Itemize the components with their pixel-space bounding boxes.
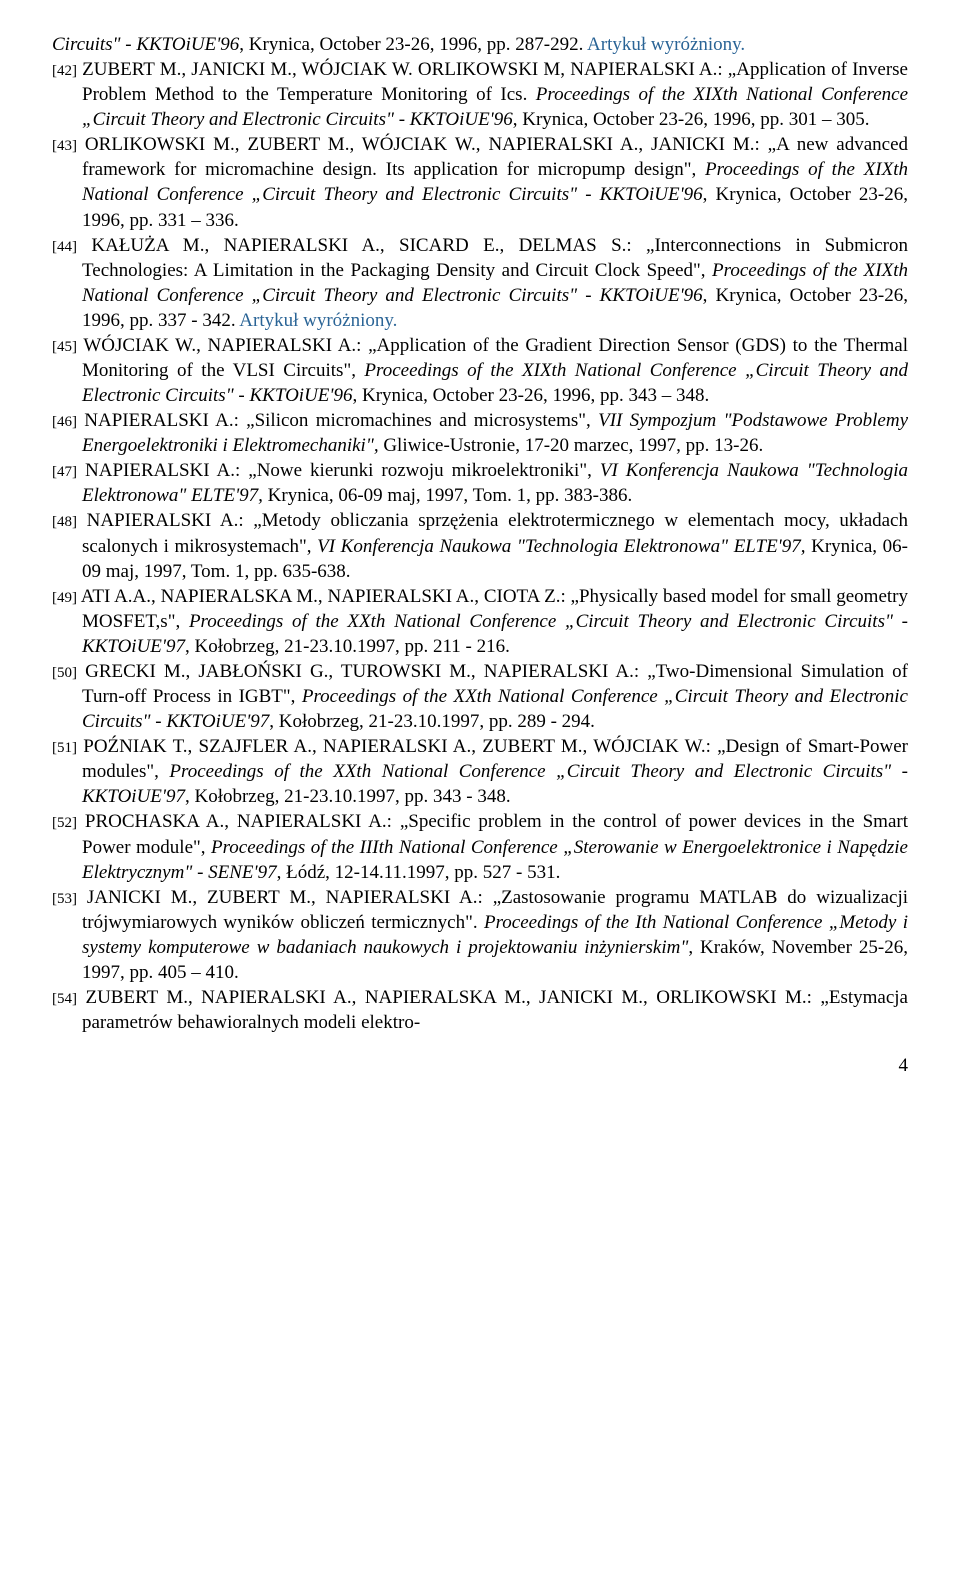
reference-text: Gliwice-Ustronie, 17-20 marzec, 1997, pp… bbox=[379, 435, 764, 456]
reference-entry: [45] WÓJCIAK W., NAPIERALSKI A.: „Applic… bbox=[52, 333, 908, 408]
reference-text: NAPIERALSKI A.: „Nowe kierunki rozwoju m… bbox=[77, 460, 600, 481]
reference-text: Krynica, 06-09 maj, 1997, Tom. 1, pp. 38… bbox=[263, 485, 632, 506]
reference-number: [45] bbox=[52, 339, 77, 355]
reference-text: , Krynica, October 23-26, 1996, pp. 301 … bbox=[513, 109, 870, 130]
reference-text: , Kołobrzeg, 21-23.10.1997, pp. 289 - 29… bbox=[269, 711, 595, 732]
reference-entry: [52] PROCHASKA A., NAPIERALSKI A.: „Spec… bbox=[52, 809, 908, 884]
reference-trailing: Circuits" - KKTOiUE'96, Krynica, October… bbox=[52, 32, 908, 57]
reference-entry: [49] ATI A.A., NAPIERALSKA M., NAPIERALS… bbox=[52, 584, 908, 659]
reference-number: [42] bbox=[52, 63, 77, 79]
reference-entry: [54] ZUBERT M., NAPIERALSKI A., NAPIERAL… bbox=[52, 985, 908, 1035]
reference-entry: [51] POŹNIAK T., SZAJFLER A., NAPIERALSK… bbox=[52, 734, 908, 809]
reference-number: [52] bbox=[52, 815, 77, 831]
reference-number: [43] bbox=[52, 138, 77, 154]
reference-number: [51] bbox=[52, 740, 77, 756]
trailing-plain: , Krynica, October 23-26, 1996, pp. 287-… bbox=[239, 34, 587, 55]
reference-text: , Kołobrzeg, 21-23.10.1997, pp. 343 - 34… bbox=[185, 786, 511, 807]
reference-number: [44] bbox=[52, 239, 77, 255]
reference-text: , Krynica, October 23-26, 1996, pp. 343 … bbox=[352, 385, 709, 406]
reference-text: , Kołobrzeg, 21-23.10.1997, pp. 211 - 21… bbox=[185, 636, 510, 657]
reference-entry: [53] JANICKI M., ZUBERT M., NAPIERALSKI … bbox=[52, 885, 908, 985]
reference-entry: [44] KAŁUŻA M., NAPIERALSKI A., SICARD E… bbox=[52, 233, 908, 333]
reference-number: [46] bbox=[52, 414, 77, 430]
reference-text: NAPIERALSKI A.: „Silicon micromachines a… bbox=[77, 410, 598, 431]
reference-number: [53] bbox=[52, 891, 77, 907]
reference-number: [50] bbox=[52, 665, 77, 681]
reference-entry: [48] NAPIERALSKI A.: „Metody obliczania … bbox=[52, 508, 908, 583]
reference-number: [47] bbox=[52, 464, 77, 480]
highlighted-note: Artykuł wyróżniony. bbox=[239, 310, 397, 331]
reference-entry: [47] NAPIERALSKI A.: „Nowe kierunki rozw… bbox=[52, 458, 908, 508]
reference-text: ZUBERT M., NAPIERALSKI A., NAPIERALSKA M… bbox=[77, 987, 908, 1033]
reference-entry: [46] NAPIERALSKI A.: „Silicon micromachi… bbox=[52, 408, 908, 458]
trailing-italic: Circuits" - KKTOiUE'96 bbox=[52, 34, 239, 55]
reference-number: [54] bbox=[52, 991, 77, 1007]
reference-number: [48] bbox=[52, 514, 77, 530]
page-number: 4 bbox=[52, 1053, 908, 1078]
reference-entry: [50] GRECKI M., JABŁOŃSKI G., TUROWSKI M… bbox=[52, 659, 908, 734]
reference-number: [49] bbox=[52, 590, 77, 606]
reference-entry: [43] ORLIKOWSKI M., ZUBERT M., WÓJCIAK W… bbox=[52, 132, 908, 232]
reference-text: , Łódź, 12-14.11.1997, pp. 527 - 531. bbox=[277, 862, 561, 883]
highlighted-note: Artykuł wyróżniony. bbox=[587, 34, 745, 55]
reference-entry: [42] ZUBERT M., JANICKI M., WÓJCIAK W. O… bbox=[52, 57, 908, 132]
reference-italic: VI Konferencja Naukowa "Technologia Elek… bbox=[317, 536, 805, 557]
